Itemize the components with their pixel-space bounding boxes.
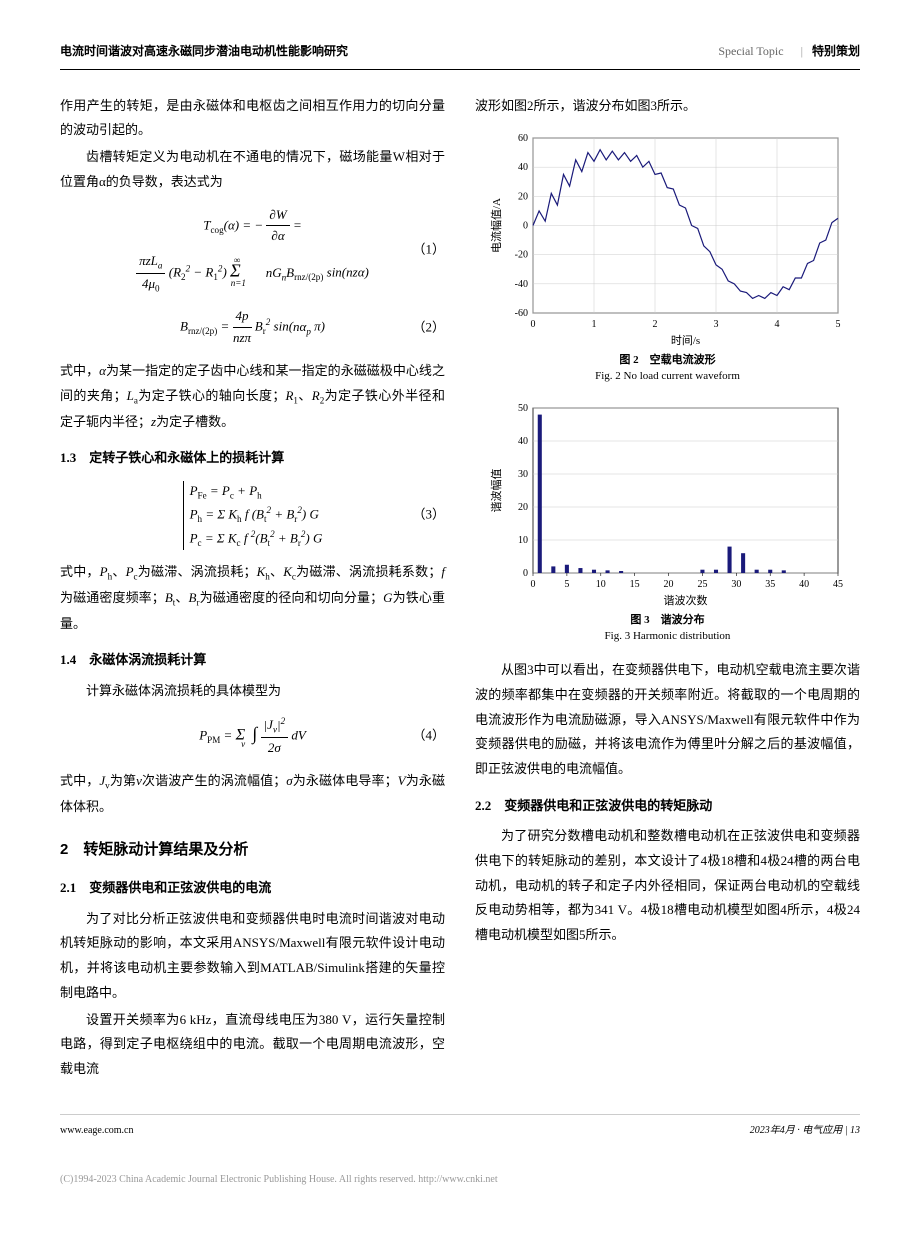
svg-text:30: 30 (731, 579, 741, 590)
body-columns: 作用产生的转矩，是由永磁体和电枢齿之间相互作用力的切向分量的波动引起的。 齿槽转… (60, 94, 860, 1084)
svg-text:电流幅值/A: 电流幅值/A (489, 198, 503, 253)
svg-text:40: 40 (518, 436, 528, 447)
header-topic-cn: 特别策划 (812, 44, 860, 58)
p-torque-ripple: 为了研究分数槽电动机和整数槽电动机在正弦波供电和变频器供电下的转矩脉动的差别，本… (475, 824, 860, 947)
header-topic: Special Topic | 特别策划 (718, 40, 860, 63)
svg-text:5: 5 (564, 579, 569, 590)
fig2-chart: -60 -40 -20 0 20 40 60 0 1 2 3 4 5 时间/s 电流幅值/A (488, 128, 848, 348)
equation-1: Tcog(α) = − ∂W∂α = πzLa4μ0 (R22 − R12) Σ… (60, 205, 445, 297)
svg-text:4: 4 (774, 319, 779, 330)
svg-text:15: 15 (629, 579, 639, 590)
svg-text:5: 5 (835, 319, 840, 330)
fig2-caption-en: Fig. 2 No load current waveform (475, 369, 860, 384)
svg-text:50: 50 (518, 403, 528, 414)
equation-3: PFe = Pc + Ph Ph = Σ Kh f (Bt2 + Br2) G … (60, 481, 445, 550)
page-header: 电流时间谐波对高速永磁同步潜油电动机性能影响研究 Special Topic |… (60, 40, 860, 70)
svg-text:-60: -60 (514, 308, 527, 319)
svg-text:30: 30 (518, 469, 528, 480)
equation-2: Brnz/(2p) = 4pnzπ Br2 sin(nαp π) （2） (60, 306, 445, 349)
svg-text:35: 35 (765, 579, 775, 590)
svg-text:20: 20 (663, 579, 673, 590)
header-sep: | (801, 44, 803, 58)
figure-3: 0 10 20 30 40 50 0 5 10 15 20 25 30 35 40 45 谐波次数 谐波幅值 图 … (475, 398, 860, 644)
header-topic-en: Special Topic (718, 44, 783, 58)
svg-text:时间/s: 时间/s (670, 334, 699, 347)
svg-text:0: 0 (523, 221, 528, 232)
svg-text:0: 0 (523, 568, 528, 579)
svg-text:10: 10 (595, 579, 605, 590)
svg-text:40: 40 (518, 163, 528, 174)
eq3-num: （3） (412, 505, 445, 526)
heading-2: 2 转矩脉动计算结果及分析 (60, 836, 445, 865)
p-ansys: 为了对比分析正弦波供电和变频器供电时电流时间谐波对电动机转矩脉动的影响，本文采用… (60, 907, 445, 1006)
fig3-caption-en: Fig. 3 Harmonic distribution (475, 629, 860, 644)
right-column: 波形如图2所示，谐波分布如图3所示。 -60-40-20020406001234… (475, 94, 860, 1084)
svg-text:谐波次数: 谐波次数 (663, 593, 707, 607)
svg-text:0: 0 (530, 579, 535, 590)
heading-1-3: 1.3 定转子铁心和永磁体上的损耗计算 (60, 446, 445, 471)
eq4-num: （4） (412, 726, 445, 747)
svg-text:20: 20 (518, 192, 528, 203)
fig2-caption-cn: 图 2 空载电流波形 (475, 352, 860, 369)
svg-text:45: 45 (833, 579, 843, 590)
eq2-num: （2） (412, 317, 445, 338)
p-eq4-explain: 式中，Jv为第v次谐波产生的涡流幅值；σ为永磁体电导率；V为永磁体体积。 (60, 769, 445, 820)
svg-text:0: 0 (530, 319, 535, 330)
eq1-num: （1） (412, 240, 445, 261)
figure-2: -60 -40 -20 0 20 40 60 0 1 2 3 4 5 时间/s 电流幅值/A 图 2 空载电… (475, 128, 860, 384)
p-fig3-analysis: 从图3中可以看出，在变频器供电下，电动机空载电流主要次谐波的频率都集中在变频器的… (475, 658, 860, 781)
svg-text:20: 20 (518, 502, 528, 513)
svg-text:40: 40 (799, 579, 809, 590)
heading-2-2: 2.2 变频器供电和正弦波供电的转矩脉动 (475, 794, 860, 819)
fig3-caption-cn: 图 3 谐波分布 (475, 612, 860, 629)
p-eq3-explain: 式中，Ph、Pc为磁滞、涡流损耗；Kh、Kc为磁滞、涡流损耗系数；f 为磁通密度… (60, 560, 445, 636)
fig3-chart: 0 10 20 30 40 50 0 5 10 15 20 25 30 35 40 45 谐波次数 谐波幅值 (488, 398, 848, 608)
page-footer: www.eage.com.cn 2023年4月 · 电气应用 | 13 (60, 1114, 860, 1140)
p-torque-origin: 作用产生的转矩，是由永磁体和电枢齿之间相互作用力的切向分量的波动引起的。 (60, 94, 445, 143)
footer-url: www.eage.com.cn (60, 1121, 134, 1140)
heading-1-4: 1.4 永磁体涡流损耗计算 (60, 648, 445, 673)
p-pm-eddy: 计算永磁体涡流损耗的具体模型为 (60, 679, 445, 704)
left-column: 作用产生的转矩，是由永磁体和电枢齿之间相互作用力的切向分量的波动引起的。 齿槽转… (60, 94, 445, 1084)
p-waveform-ref: 波形如图2所示，谐波分布如图3所示。 (475, 94, 860, 119)
p-eq2-explain: 式中，α为某一指定的定子齿中心线和某一指定的永磁磁极中心线之间的夹角；La为定子… (60, 359, 445, 434)
svg-text:谐波幅值: 谐波幅值 (489, 469, 503, 513)
svg-text:10: 10 (518, 535, 528, 546)
svg-text:3: 3 (713, 319, 718, 330)
svg-text:1: 1 (591, 319, 596, 330)
svg-text:-20: -20 (514, 250, 527, 261)
p-cogging-def: 齿槽转矩定义为电动机在不通电的情况下，磁场能量W相对于位置角α的负导数，表达式为 (60, 145, 445, 194)
p-switching: 设置开关频率为6 kHz，直流母线电压为380 V，运行矢量控制电路，得到定子电… (60, 1008, 445, 1082)
svg-text:25: 25 (697, 579, 707, 590)
equation-4: PPM = Σv ∫ |Jv|22σ dV （4） (60, 714, 445, 759)
cnki-watermark: (C)1994-2023 China Academic Journal Elec… (60, 1170, 860, 1189)
footer-pageinfo: 2023年4月 · 电气应用 | 13 (750, 1121, 860, 1140)
header-title: 电流时间谐波对高速永磁同步潜油电动机性能影响研究 (60, 40, 348, 63)
svg-text:-40: -40 (514, 279, 527, 290)
heading-2-1: 2.1 变频器供电和正弦波供电的电流 (60, 876, 445, 901)
svg-text:2: 2 (652, 319, 657, 330)
svg-text:60: 60 (518, 133, 528, 144)
